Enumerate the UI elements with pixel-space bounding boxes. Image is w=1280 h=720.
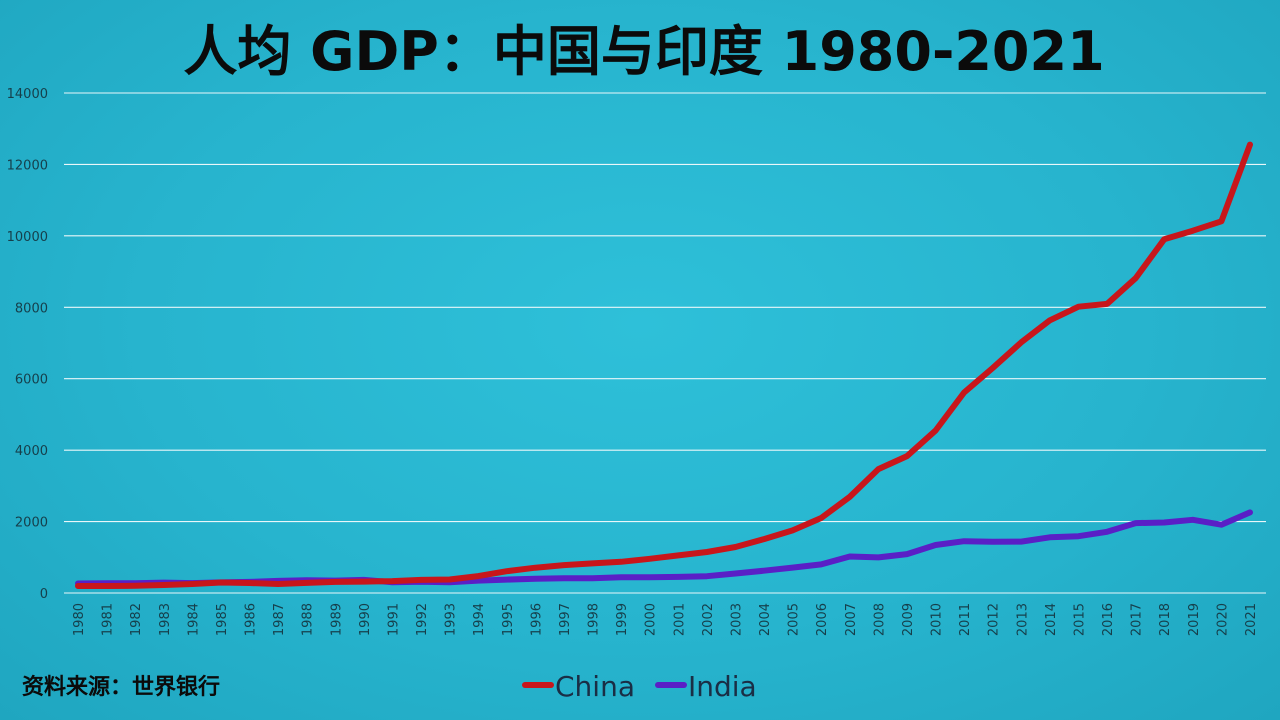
series-line-india [75, 509, 1253, 587]
y-axis: 0 2000 4000 6000 8000 10000 12000 14000 [7, 87, 48, 602]
x-tick-label: 2020 [1215, 603, 1230, 636]
x-tick-label: 1992 [415, 603, 430, 636]
series-lines [75, 141, 1253, 589]
x-tick-label: 2000 [644, 603, 659, 636]
x-tick-label: 1993 [444, 603, 459, 636]
y-tick-label: 12000 [7, 158, 48, 173]
y-tick-label: 4000 [15, 444, 48, 459]
x-tick-label: 2002 [701, 603, 716, 636]
y-tick-label: 8000 [15, 301, 48, 316]
legend: China India [522, 670, 757, 703]
x-tick-label: 2015 [1072, 603, 1087, 636]
x-tick-label: 2014 [1044, 603, 1059, 636]
y-tick-label: 10000 [7, 230, 48, 245]
x-tick-label: 1994 [472, 603, 487, 636]
series-line-china [75, 141, 1253, 589]
legend-label-india: India [688, 670, 757, 703]
x-tick-label: 2003 [729, 603, 744, 636]
x-tick-label: 2005 [787, 603, 802, 636]
source-note: 资料来源：世界银行 [22, 674, 220, 700]
x-axis: 1980 1981 1982 1983 1984 1985 1986 1987 1988 1989… [72, 603, 1259, 636]
x-tick-label: 1989 [329, 603, 344, 636]
x-tick-label: 2001 [672, 603, 687, 636]
x-tick-label: 2016 [1101, 603, 1116, 636]
y-tick-label: 6000 [15, 373, 48, 388]
x-tick-label: 2010 [930, 603, 945, 636]
x-tick-label: 2017 [1130, 603, 1145, 636]
x-tick-label: 1988 [301, 603, 316, 636]
x-tick-label: 2009 [901, 603, 916, 636]
y-tick-label: 2000 [15, 516, 48, 531]
x-tick-label: 1995 [501, 603, 516, 636]
legend-label-china: China [555, 670, 635, 703]
y-tick-label: 0 [40, 587, 48, 602]
x-tick-label: 2008 [872, 603, 887, 636]
x-tick-label: 2021 [1244, 603, 1259, 636]
x-tick-label: 1991 [386, 603, 401, 636]
x-tick-label: 1998 [587, 603, 602, 636]
x-tick-label: 1984 [186, 603, 201, 636]
x-tick-label: 2007 [844, 603, 859, 636]
chart-title: 人均 GDP：中国与印度 1980-2021 [183, 20, 1104, 83]
x-tick-label: 1999 [615, 603, 630, 636]
x-tick-label: 1985 [215, 603, 230, 636]
x-tick-label: 1990 [358, 603, 373, 636]
x-tick-label: 1987 [272, 603, 287, 636]
grid-lines [64, 92, 1266, 594]
x-tick-label: 2012 [987, 603, 1002, 636]
x-tick-label: 1982 [129, 603, 144, 636]
x-tick-label: 1981 [101, 603, 116, 636]
x-tick-label: 2004 [758, 603, 773, 636]
x-tick-label: 1980 [72, 603, 87, 636]
x-tick-label: 2011 [958, 603, 973, 636]
x-tick-label: 1996 [529, 603, 544, 636]
x-tick-label: 2006 [815, 603, 830, 636]
x-tick-label: 1997 [558, 603, 573, 636]
x-tick-label: 2018 [1158, 603, 1173, 636]
x-tick-label: 2013 [1015, 603, 1030, 636]
x-tick-label: 2019 [1187, 603, 1202, 636]
y-tick-label: 14000 [7, 87, 48, 102]
x-tick-label: 1983 [158, 603, 173, 636]
x-tick-label: 1986 [244, 603, 259, 636]
